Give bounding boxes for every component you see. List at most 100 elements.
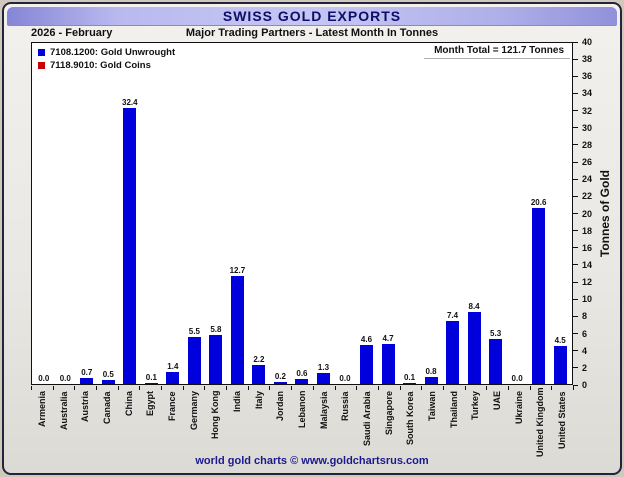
- bar: [424, 377, 438, 384]
- y-tick-mark: [573, 110, 578, 112]
- bar: [467, 312, 481, 384]
- x-category-label: United Kingdom: [535, 387, 546, 458]
- x-tick-mark: [247, 386, 249, 390]
- x-tick-mark: [74, 386, 76, 390]
- bar-value-label: 0.0: [511, 374, 523, 383]
- bar-column-south-korea: 0.1: [399, 43, 421, 384]
- x-category-label: India: [231, 391, 242, 413]
- y-tick-label: 40: [582, 37, 593, 47]
- bar: [166, 372, 180, 384]
- bar-column-egypt: 0.1: [141, 43, 163, 384]
- legend-swatch-blue-icon: [38, 49, 45, 56]
- y-tick-mark: [573, 281, 578, 283]
- bar-column-france: 1.4: [162, 43, 184, 384]
- y-tick-label: 12: [582, 277, 593, 288]
- y-tick-label: 26: [582, 157, 593, 168]
- bar: [446, 320, 460, 384]
- y-tick-mark: [573, 350, 578, 352]
- y-tick-mark: [573, 144, 578, 146]
- x-category-label: Thailand: [448, 391, 459, 429]
- x-tick-mark: [161, 386, 163, 390]
- x-axis-ticks: [31, 385, 574, 390]
- bars-container: 0.0 0.0 0.7 0.5 32.4 0.1 1.4 5.5 5.8 12.7 2.2 0.2 0.…: [32, 43, 572, 384]
- y-tick-mark: [573, 41, 578, 43]
- bar-column-ukraine: 0.0: [506, 43, 528, 384]
- y-tick-label: 16: [582, 242, 593, 253]
- bar-value-label: 8.4: [468, 302, 480, 312]
- x-tick-mark: [312, 386, 314, 390]
- bar-column-germany: 5.5: [184, 43, 206, 384]
- x-tick-mark: [269, 386, 271, 390]
- y-tick-label: 32: [582, 105, 593, 116]
- x-category-label: Turkey: [470, 391, 481, 420]
- footer-credit: world gold charts © www.goldchartsrus.co…: [195, 455, 429, 467]
- bar-column-hong-kong: 5.8: [205, 43, 227, 384]
- bar-column-lebanon: 0.6: [291, 43, 313, 384]
- y-tick-mark: [573, 247, 578, 249]
- month-total-annotation: Month Total = 121.7 Tonnes: [424, 45, 570, 59]
- bar-value-label: 5.8: [210, 324, 222, 334]
- bar-value-label: 20.6: [530, 198, 547, 208]
- plot-area: 0.0 0.0 0.7 0.5 32.4 0.1 1.4 5.5 5.8 12.7 2.2 0.2 0.…: [31, 42, 573, 385]
- x-tick-mark: [377, 386, 379, 390]
- x-category-label: Saudi Arabia: [362, 391, 373, 446]
- bar: [230, 275, 244, 384]
- x-category-label: Lebanon: [297, 391, 307, 429]
- y-tick-label: 10: [582, 294, 593, 305]
- y-tick-label: 38: [582, 54, 593, 65]
- y-tick-label: 28: [582, 139, 593, 150]
- x-category-label: Singapore: [383, 391, 394, 436]
- legend: 7108.1200: Gold Unwrought 7118.9010: Gol…: [38, 47, 175, 73]
- bar-value-label: 0.8: [425, 367, 437, 377]
- bar: [80, 378, 94, 384]
- y-tick-mark: [573, 127, 578, 129]
- y-tick-mark: [573, 298, 578, 300]
- y-tick-mark: [573, 213, 578, 214]
- bar-column-united-kingdom: 20.6: [528, 43, 550, 384]
- title-bar: SWISS GOLD EXPORTS: [7, 7, 617, 26]
- bar-value-label: 4.7: [382, 333, 394, 343]
- bar-column-saudi-arabia: 4.6: [356, 43, 378, 384]
- legend-label: 7118.9010: Gold Coins: [50, 60, 151, 71]
- y-tick-mark: [573, 178, 578, 180]
- bar: [381, 343, 395, 384]
- x-tick-mark: [182, 386, 184, 390]
- x-category-label: Malaysia: [318, 391, 329, 429]
- x-tick-mark: [31, 386, 32, 390]
- y-tick-mark: [573, 333, 578, 335]
- x-tick-mark: [204, 386, 206, 390]
- bar: [273, 382, 287, 384]
- legend-item-gold-unwrought: 7108.1200: Gold Unwrought: [38, 47, 175, 58]
- bar-column-jordan: 0.2: [270, 43, 292, 384]
- bar-column-uae: 5.3: [485, 43, 507, 384]
- bar-value-label: 12.7: [229, 265, 246, 275]
- bar: [252, 365, 266, 384]
- y-axis-title: Tonnes of Gold: [598, 169, 612, 258]
- bar-value-label: 0.0: [59, 374, 71, 383]
- legend-swatch-red-icon: [38, 62, 45, 69]
- x-tick-mark: [573, 386, 574, 390]
- bar-column-singapore: 4.7: [377, 43, 399, 384]
- bar-value-label: 32.4: [122, 97, 138, 107]
- x-tick-mark: [139, 386, 141, 390]
- bar-column-russia: 0.0: [334, 43, 356, 384]
- y-tick-mark: [573, 161, 578, 163]
- x-tick-mark: [399, 386, 401, 390]
- x-tick-mark: [334, 386, 336, 390]
- bar-value-label: 1.4: [167, 362, 179, 372]
- bar-value-label: 0.0: [38, 374, 50, 383]
- y-tick-label: 0: [582, 380, 588, 390]
- x-tick-mark: [96, 386, 98, 390]
- subtitle-row: 2026 - February Major Trading Partners -…: [4, 27, 620, 42]
- bar: [316, 372, 330, 384]
- x-category-label: Taiwan: [427, 391, 438, 421]
- bar-value-label: 2.2: [253, 355, 265, 365]
- bar-value-label: 0.5: [102, 369, 114, 379]
- x-tick-mark: [551, 386, 553, 390]
- x-tick-mark: [117, 386, 119, 390]
- bar-value-label: 5.3: [490, 328, 502, 338]
- bar: [187, 337, 201, 384]
- y-tick-label: 20: [582, 208, 593, 219]
- bar-value-label: 4.5: [554, 335, 566, 345]
- bar: [489, 338, 503, 384]
